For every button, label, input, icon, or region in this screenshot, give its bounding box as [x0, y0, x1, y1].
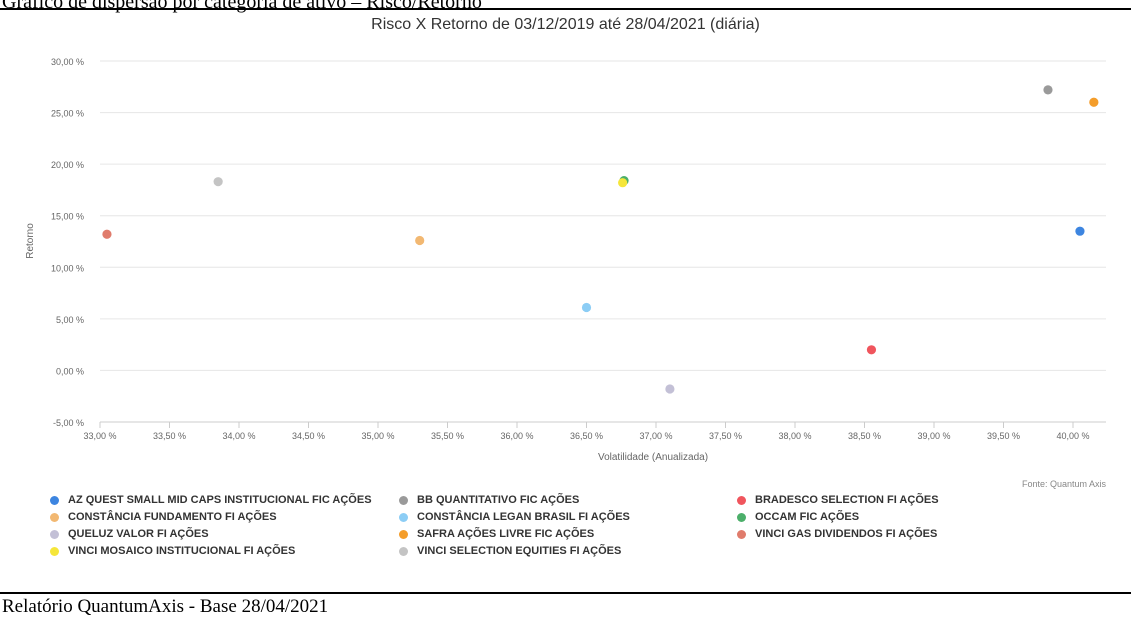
chart-source: Fonte: Quantum Axis: [1021, 479, 1106, 489]
data-point: [665, 384, 675, 394]
x-tick-label: 39,50 %: [987, 431, 1020, 441]
document-header-text: Gráfico de dispersão por categoria de at…: [2, 0, 482, 13]
data-point: [1043, 85, 1053, 95]
legend-label: CONSTÂNCIA LEGAN BRASIL FI AÇÕES: [417, 511, 630, 523]
y-tick-label: 10,00 %: [51, 263, 84, 273]
legend-label: BRADESCO SELECTION FI AÇÕES: [755, 494, 939, 506]
legend-marker: [399, 495, 408, 505]
x-tick-label: 35,50 %: [431, 431, 464, 441]
data-point: [581, 302, 592, 313]
x-tick-label: 33,00 %: [83, 431, 116, 441]
x-tick-label: 39,00 %: [917, 431, 950, 441]
legend-label: SAFRA AÇÕES LIVRE FIC AÇÕES: [417, 528, 595, 540]
data-point: [415, 235, 425, 246]
legend-marker: [50, 495, 59, 505]
data-point: [213, 177, 223, 187]
footer-rule: [0, 592, 1131, 594]
x-tick-label: 36,50 %: [570, 431, 603, 441]
y-tick-label: 25,00 %: [51, 109, 84, 119]
legend-item[interactable]: SAFRA AÇÕES LIVRE FIC AÇÕES: [399, 528, 594, 540]
legend-marker: [50, 546, 59, 556]
x-tick-label: 37,50 %: [709, 431, 742, 441]
x-tick-label: 40,00 %: [1056, 431, 1089, 441]
data-point: [102, 229, 112, 239]
legend-item[interactable]: OCCAM FIC AÇÕES: [737, 511, 859, 523]
legend-item[interactable]: BB QUANTITATIVO FIC AÇÕES: [399, 494, 579, 506]
legend-item[interactable]: AZ QUEST SMALL MID CAPS INSTITUCIONAL FI…: [50, 494, 372, 506]
legend-item[interactable]: CONSTÂNCIA LEGAN BRASIL FI AÇÕES: [399, 511, 630, 523]
x-tick-label: 38,00 %: [778, 431, 811, 441]
x-tick-label: 37,00 %: [639, 431, 672, 441]
y-tick-label: 0,00 %: [56, 366, 84, 376]
y-tick-label: -5,00 %: [53, 418, 84, 428]
legend-marker: [50, 512, 59, 522]
data-point: [1089, 97, 1099, 107]
legend-label: BB QUANTITATIVO FIC AÇÕES: [417, 494, 580, 506]
legend-item[interactable]: BRADESCO SELECTION FI AÇÕES: [737, 494, 939, 506]
chart-title: Risco X Retorno de 03/12/2019 até 28/04/…: [371, 16, 760, 33]
legend-marker: [399, 529, 408, 539]
y-tick-label: 30,00 %: [51, 57, 84, 67]
legend-item[interactable]: QUELUZ VALOR FI AÇÕES: [50, 528, 209, 540]
document-header-rule: [0, 0, 1131, 10]
legend-marker: [399, 546, 408, 556]
legend-label: VINCI SELECTION EQUITIES FI AÇÕES: [417, 545, 622, 557]
legend-label: QUELUZ VALOR FI AÇÕES: [68, 528, 209, 540]
x-tick-label: 36,00 %: [500, 431, 533, 441]
x-tick-label: 33,50 %: [153, 431, 186, 441]
legend-marker: [737, 529, 746, 539]
legend-marker: [737, 512, 746, 522]
x-tick-label: 34,50 %: [292, 431, 325, 441]
legend-item[interactable]: VINCI MOSAICO INSTITUCIONAL FI AÇÕES: [50, 545, 295, 557]
y-tick-label: 15,00 %: [51, 212, 84, 222]
y-tick-label: 20,00 %: [51, 160, 84, 170]
legend-label: OCCAM FIC AÇÕES: [755, 511, 860, 523]
legend-label: CONSTÂNCIA FUNDAMENTO FI AÇÕES: [68, 511, 277, 523]
scatter-chart: -5,00 % 0,00 % 5,00 % 10,00 % 15,00 % 20,00 %…: [25, 57, 1106, 463]
legend-marker: [737, 495, 746, 505]
data-point: [618, 178, 628, 188]
y-tick-label: 5,00 %: [56, 315, 84, 325]
legend-label: AZ QUEST SMALL MID CAPS INSTITUCIONAL FI…: [68, 494, 372, 506]
footer-text: Relatório QuantumAxis - Base 28/04/2021: [2, 596, 329, 617]
x-tick-label: 35,00 %: [361, 431, 394, 441]
y-axis-label: Retorno: [25, 223, 36, 259]
x-tick-label: 38,50 %: [848, 431, 881, 441]
legend-item[interactable]: VINCI GAS DIVIDENDOS FI AÇÕES: [737, 528, 937, 540]
x-tick-label: 34,00 %: [222, 431, 255, 441]
legend-item[interactable]: VINCI SELECTION EQUITIES FI AÇÕES: [399, 545, 621, 557]
legend-label: VINCI GAS DIVIDENDOS FI AÇÕES: [755, 528, 938, 540]
x-axis-label: Volatilidade (Anualizada): [598, 452, 708, 463]
data-point: [866, 345, 877, 355]
legend-item[interactable]: CONSTÂNCIA FUNDAMENTO FI AÇÕES: [50, 511, 277, 523]
legend-marker: [50, 529, 59, 539]
legend-marker: [399, 512, 408, 522]
legend-label: VINCI MOSAICO INSTITUCIONAL FI AÇÕES: [68, 545, 296, 557]
data-point: [1075, 226, 1085, 236]
